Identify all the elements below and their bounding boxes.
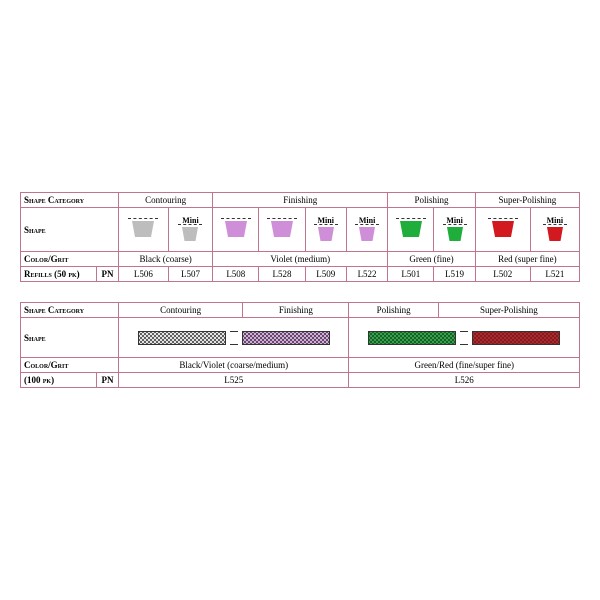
grit-violet: Violet (medium) — [213, 252, 388, 267]
label-shape: Shape — [21, 208, 119, 252]
product-table-1: Shape Category Contouring Finishing Poli… — [20, 192, 580, 282]
label-shape-category-2: Shape Category — [21, 303, 119, 318]
shape-icon — [359, 227, 375, 241]
grit-black: Black (coarse) — [119, 252, 213, 267]
shape-col-8 — [475, 208, 530, 252]
strip-cell-0 — [119, 318, 349, 358]
label-100pk: (100 pk) — [21, 373, 97, 388]
grit2-0: Black/Violet (coarse/medium) — [119, 358, 349, 373]
cat-super-polishing: Super-Polishing — [475, 193, 579, 208]
row-shape-category-2: Shape Category Contouring Finishing Poli… — [21, 303, 580, 318]
pn-1: L507 — [168, 267, 213, 282]
pn-5: L522 — [346, 267, 387, 282]
label-color-grit-2: Color/Grit — [21, 358, 119, 373]
grit2-1: Green/Red (fine/super fine) — [349, 358, 580, 373]
shape-col-9: Mini — [530, 208, 579, 252]
cat-polishing: Polishing — [388, 193, 476, 208]
shape-col-3 — [259, 208, 305, 252]
row-shape-category: Shape Category Contouring Finishing Poli… — [21, 193, 580, 208]
label-color-grit: Color/Grit — [21, 252, 119, 267]
pn-8: L502 — [475, 267, 530, 282]
strip-icon — [122, 331, 345, 345]
shape-icon — [318, 227, 334, 241]
cat2-polishing: Polishing — [349, 303, 438, 318]
cat2-super-polishing: Super-Polishing — [438, 303, 579, 318]
pn2-1: L526 — [349, 373, 580, 388]
shape-icon — [400, 221, 422, 237]
shape-col-1: Mini — [168, 208, 213, 252]
shape-icon — [132, 221, 154, 237]
strip-icon — [352, 331, 576, 345]
row-refills: Refills (50 pk) PN L506 L507 L508 L528 L… — [21, 267, 580, 282]
product-table-2: Shape Category Contouring Finishing Poli… — [20, 302, 580, 388]
grit-red: Red (super fine) — [475, 252, 579, 267]
strip-cell-1 — [349, 318, 580, 358]
shape-col-6 — [388, 208, 434, 252]
pn-7: L519 — [434, 267, 475, 282]
pn-0: L506 — [119, 267, 169, 282]
pn2-0: L525 — [119, 373, 349, 388]
label-shape-2: Shape — [21, 318, 119, 358]
row-shape-2: Shape — [21, 318, 580, 358]
shape-icon — [492, 221, 514, 237]
label-pn: PN — [97, 267, 119, 282]
label-shape-category: Shape Category — [21, 193, 119, 208]
shape-icon — [547, 227, 563, 241]
row-100pk: (100 pk) PN L525 L526 — [21, 373, 580, 388]
shape-icon — [447, 227, 463, 241]
shape-col-2 — [213, 208, 259, 252]
shape-col-5: Mini — [346, 208, 387, 252]
label-pn-2: PN — [97, 373, 119, 388]
pn-2: L508 — [213, 267, 259, 282]
grit-green: Green (fine) — [388, 252, 476, 267]
shape-icon — [225, 221, 247, 237]
cat2-finishing: Finishing — [243, 303, 349, 318]
shape-col-0 — [119, 208, 169, 252]
shape-col-4: Mini — [305, 208, 346, 252]
pn-4: L509 — [305, 267, 346, 282]
pn-6: L501 — [388, 267, 434, 282]
pn-3: L528 — [259, 267, 305, 282]
shape-icon — [271, 221, 293, 237]
row-shape: Shape Mini Mini Mini Mini Mini — [21, 208, 580, 252]
shape-icon — [182, 227, 198, 241]
pn-9: L521 — [530, 267, 579, 282]
cat2-contouring: Contouring — [119, 303, 243, 318]
cat-finishing: Finishing — [213, 193, 388, 208]
cat-contouring: Contouring — [119, 193, 213, 208]
row-color-grit-2: Color/Grit Black/Violet (coarse/medium) … — [21, 358, 580, 373]
shape-col-7: Mini — [434, 208, 475, 252]
row-color-grit: Color/Grit Black (coarse) Violet (medium… — [21, 252, 580, 267]
label-refills: Refills (50 pk) — [21, 267, 97, 282]
